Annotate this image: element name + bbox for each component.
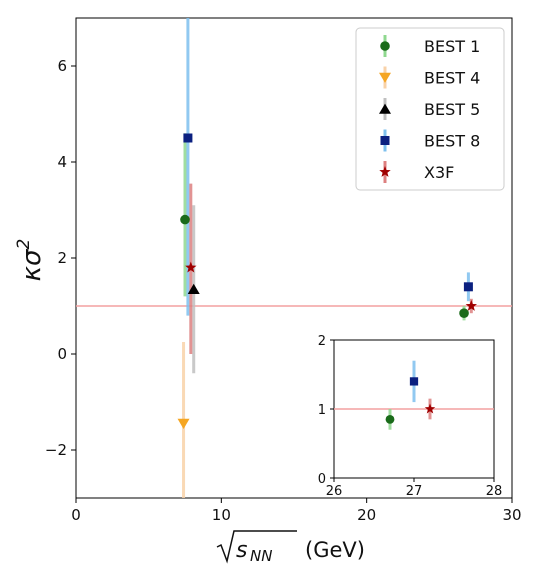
y-axis-label: κσ2 xyxy=(14,239,47,282)
legend: BEST 1 BEST 4 BEST 5 BEST 8 X3F xyxy=(355,27,505,191)
y-tick-label: 4 xyxy=(57,153,67,171)
sqrt-sign xyxy=(216,530,297,564)
x-tick-label: 0 xyxy=(71,506,81,524)
legend-box xyxy=(355,27,505,191)
y-tick-label: −2 xyxy=(45,441,67,459)
point-x3f-1 xyxy=(185,261,197,273)
x-tick-label: 30 xyxy=(502,506,521,524)
main-plot-content xyxy=(76,18,512,498)
legend-label: X3F xyxy=(424,163,454,182)
point-best-5-1 xyxy=(187,283,200,294)
legend-marker xyxy=(380,136,390,145)
point-best-8-1 xyxy=(183,133,193,143)
x-axis-label-radicand: s xyxy=(236,538,247,563)
inset-plot: 26 27 28 0 1 2 xyxy=(318,334,503,499)
legend-marker xyxy=(379,166,391,177)
point-best-1-1 xyxy=(180,214,190,225)
inset-y-tick-label: 0 xyxy=(318,472,326,487)
point-best-1-2 xyxy=(459,308,469,319)
point-x3f-2 xyxy=(465,300,478,311)
inset-y-tick-label: 2 xyxy=(318,334,326,349)
inset-x-tick-label: 26 xyxy=(326,484,343,499)
x-tick-label: 10 xyxy=(212,506,231,524)
inset-point-best-1-2 xyxy=(385,414,395,424)
x-axis-label-unit: (GeV) xyxy=(305,538,365,562)
y-tick-label: 2 xyxy=(57,249,67,267)
legend-label: BEST 8 xyxy=(424,132,480,151)
point-best-8-2 xyxy=(463,282,473,292)
x-tick-label: 20 xyxy=(357,506,376,524)
legend-label: BEST 5 xyxy=(424,100,480,119)
legend-marker xyxy=(380,41,390,51)
inset-point-best-8-2 xyxy=(409,377,419,386)
legend-label: BEST 1 xyxy=(424,37,480,56)
inset-y-tick-label: 1 xyxy=(318,403,326,418)
x-axis-label: s NN (GeV) xyxy=(216,530,365,564)
point-best-4-1 xyxy=(177,418,190,429)
inset-point-x3f-2 xyxy=(424,403,436,414)
y-tick-label: 0 xyxy=(57,345,67,363)
y-tick-label: 6 xyxy=(57,57,67,75)
legend-marker xyxy=(379,72,391,83)
y-axis-label-superscript: 2 xyxy=(14,239,34,250)
y-axis-label-base: κσ xyxy=(17,248,47,281)
legend-marker xyxy=(379,103,391,114)
inset-plot-content xyxy=(334,360,494,430)
inset-x-tick-label: 27 xyxy=(406,484,423,499)
inset-x-tick-label: 28 xyxy=(486,484,503,499)
legend-label: BEST 4 xyxy=(424,69,480,88)
x-axis-label-subscript: NN xyxy=(250,547,272,564)
